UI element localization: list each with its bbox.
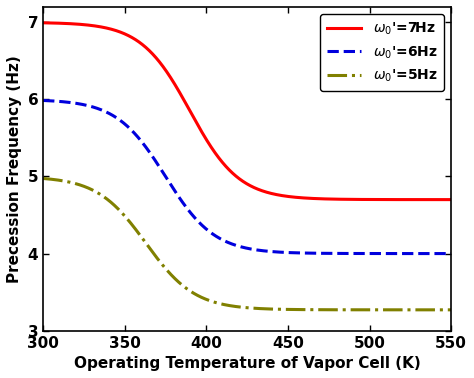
$\omega_0$'=7Hz	[214, 153, 220, 158]
$\omega_0$'=6Hz	[111, 114, 117, 118]
$\omega_0$'=7Hz	[440, 197, 446, 202]
Y-axis label: Precession Frequency (Hz): Precession Frequency (Hz)	[7, 55, 22, 283]
$\omega_0$'=6Hz	[197, 221, 202, 225]
$\omega_0$'=6Hz	[40, 98, 46, 103]
$\omega_0$'=5Hz	[87, 186, 92, 191]
$\omega_0$'=5Hz	[440, 308, 446, 312]
Legend: $\omega_0$'=7Hz, $\omega_0$'=6Hz, $\omega_0$'=5Hz: $\omega_0$'=7Hz, $\omega_0$'=6Hz, $\omeg…	[320, 14, 444, 91]
$\omega_0$'=7Hz	[448, 197, 454, 202]
$\omega_0$'=7Hz	[40, 20, 46, 25]
X-axis label: Operating Temperature of Vapor Cell (K): Operating Temperature of Vapor Cell (K)	[74, 356, 420, 371]
$\omega_0$'=5Hz	[448, 308, 454, 312]
Line: $\omega_0$'=6Hz: $\omega_0$'=6Hz	[43, 101, 451, 254]
Line: $\omega_0$'=7Hz: $\omega_0$'=7Hz	[43, 23, 451, 200]
$\omega_0$'=6Hz	[87, 104, 92, 108]
$\omega_0$'=5Hz	[214, 301, 220, 305]
$\omega_0$'=5Hz	[40, 176, 46, 181]
$\omega_0$'=6Hz	[440, 251, 446, 256]
Line: $\omega_0$'=5Hz: $\omega_0$'=5Hz	[43, 178, 451, 310]
$\omega_0$'=5Hz	[111, 203, 117, 207]
$\omega_0$'=7Hz	[197, 126, 202, 130]
$\omega_0$'=7Hz	[396, 197, 402, 202]
$\omega_0$'=7Hz	[87, 23, 92, 28]
$\omega_0$'=7Hz	[111, 28, 117, 32]
$\omega_0$'=5Hz	[396, 308, 402, 312]
$\omega_0$'=6Hz	[448, 251, 454, 256]
$\omega_0$'=6Hz	[214, 235, 220, 239]
$\omega_0$'=5Hz	[197, 294, 202, 299]
$\omega_0$'=6Hz	[396, 251, 402, 256]
